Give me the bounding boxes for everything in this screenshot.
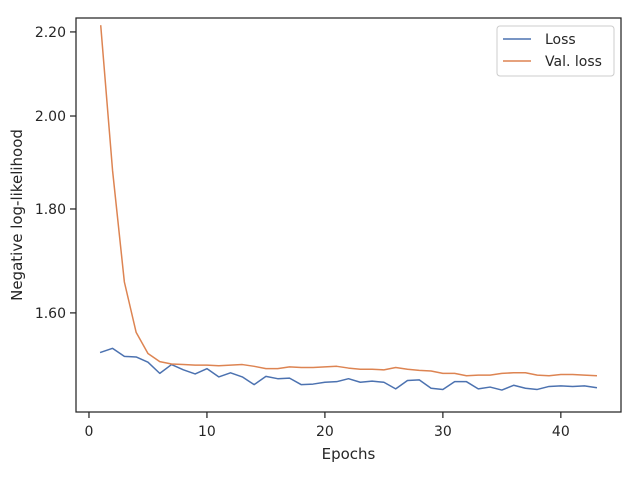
y-tick-label: 1.80 xyxy=(35,202,66,218)
y-tick-label: 2.00 xyxy=(35,109,66,125)
y-tick-label: 2.20 xyxy=(35,25,66,41)
y-tick-label: 1.60 xyxy=(35,306,66,322)
x-tick-label: 0 xyxy=(85,424,94,440)
x-tick-label: 20 xyxy=(316,424,334,440)
y-axis-label: Negative log-likelihood xyxy=(8,129,26,301)
legend-label-1: Val. loss xyxy=(545,54,602,70)
x-tick-label: 30 xyxy=(434,424,452,440)
x-tick-label: 10 xyxy=(198,424,216,440)
plot-frame xyxy=(75,17,622,413)
series-layer xyxy=(99,25,598,391)
series-line-0 xyxy=(99,347,598,391)
x-tick-label: 40 xyxy=(552,424,570,440)
ticks-layer: 0 10 20 30 40 1.60 1.80 2.00 2.20 xyxy=(35,25,570,440)
x-axis-label: Epochs xyxy=(322,445,376,463)
series-line-1 xyxy=(99,25,598,377)
legend: Loss Val. loss xyxy=(496,25,615,77)
legend-label-0: Loss xyxy=(545,32,576,48)
